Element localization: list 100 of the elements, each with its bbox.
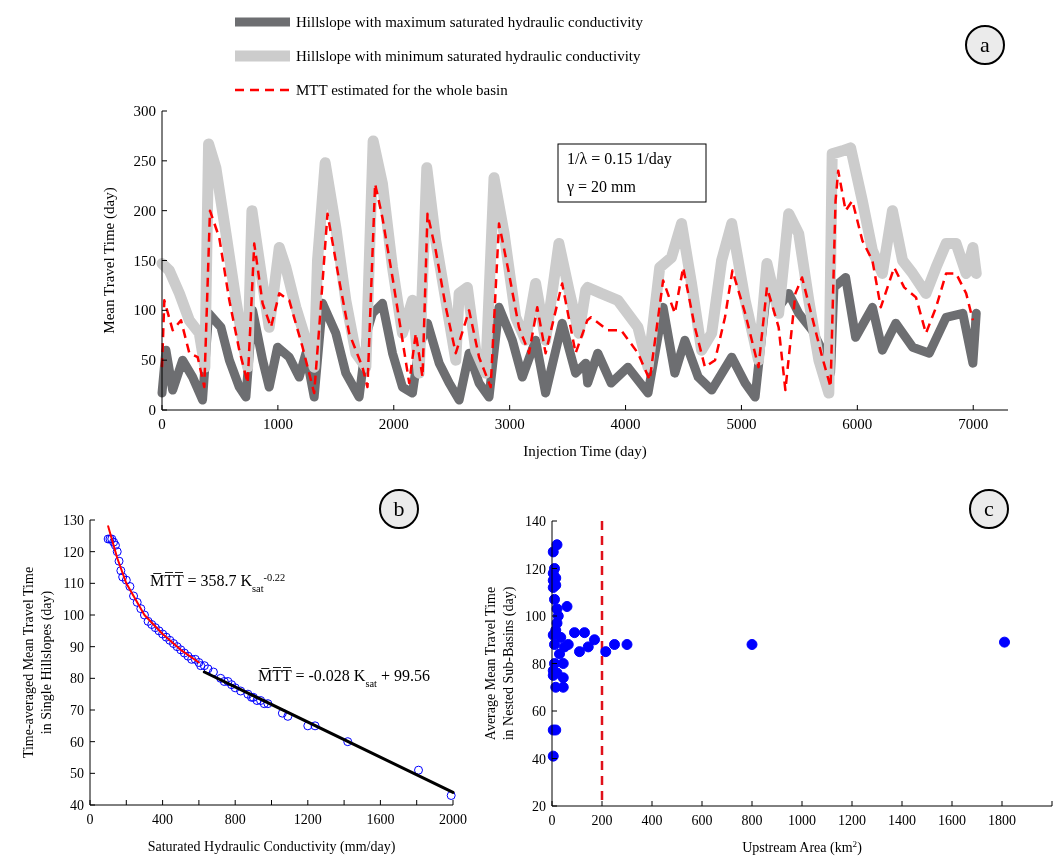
x-tick-label: 0	[86, 812, 94, 827]
y-tick-label: 120	[525, 561, 546, 577]
point	[263, 699, 273, 709]
y-tick-label: 130	[63, 513, 84, 528]
point	[112, 547, 122, 557]
y-tick-label: 20	[532, 799, 546, 814]
y-tick-label: 100	[133, 302, 156, 319]
x-axis-title: Saturated Hydraulic Conductivity (mm/day)	[147, 839, 396, 855]
x-tick-label: 400	[152, 812, 174, 827]
point	[600, 646, 612, 658]
point	[168, 639, 178, 648]
y-tick-label: 100	[63, 608, 84, 623]
point	[621, 639, 633, 650]
legend-label: MTT estimated for the whole basin	[296, 82, 509, 98]
point	[574, 646, 585, 658]
y-tick-label: 200	[133, 202, 156, 219]
point	[569, 627, 580, 639]
point	[557, 672, 569, 684]
y-tick-label: 70	[70, 703, 84, 718]
point	[154, 626, 164, 636]
point	[203, 664, 213, 674]
x-axis-title: Injection Time (day)	[523, 443, 647, 460]
y-tick-label: 80	[70, 671, 84, 687]
y-tick-label: 50	[141, 352, 156, 369]
point	[554, 648, 565, 660]
point	[139, 610, 149, 620]
y-tick-label: 40	[70, 798, 84, 813]
point	[999, 636, 1010, 648]
point	[555, 631, 567, 643]
y-tick-label: 150	[133, 252, 156, 269]
x-tick-label: 800	[224, 812, 246, 827]
x-tick-label: 1200	[293, 812, 322, 827]
point	[114, 556, 124, 566]
line-series	[160, 169, 975, 395]
x-tick-label: 2000	[378, 416, 409, 432]
annotation: γ = 20 mm	[566, 178, 637, 196]
y-tick-label: 40	[532, 751, 546, 767]
annotation: 1/λ = 0.15 1/day	[567, 150, 672, 168]
point	[446, 791, 456, 800]
x-tick-label: 0	[158, 416, 166, 432]
point	[310, 721, 320, 731]
legend-label: Hillslope with maximum saturated hydraulic conductivity	[296, 14, 644, 30]
y-tick-label: 140	[525, 514, 546, 529]
x-tick-label: 2000	[439, 812, 467, 827]
point	[219, 677, 229, 686]
point	[343, 737, 353, 747]
x-tick-label: 6000	[842, 416, 873, 432]
point	[562, 639, 574, 650]
y-tick-label: 250	[133, 152, 156, 169]
x-tick-label: 7000	[958, 416, 989, 432]
y-axis-title: Mean Travel Time (day)	[101, 187, 118, 334]
point	[172, 642, 182, 652]
point	[579, 627, 590, 639]
y-tick-label: 100	[525, 609, 546, 624]
x-tick-label: 4000	[610, 416, 641, 432]
x-tick-label: 1800	[988, 813, 1016, 828]
y-tick-label: 0	[148, 402, 156, 418]
point	[150, 623, 160, 633]
y-tick-label: 80	[532, 656, 546, 672]
x-tick-label: 1000	[788, 813, 816, 828]
y-tick-label: 300	[133, 103, 156, 119]
point	[223, 677, 233, 686]
x-tick-label: 1400	[888, 813, 916, 828]
point	[125, 582, 135, 591]
x-tick-label: 400	[641, 813, 663, 828]
x-axis-title: Upstream Area (km$^{2}$)	[742, 839, 863, 856]
text: a	[980, 32, 991, 57]
point	[194, 658, 204, 667]
y-tick-label: 120	[63, 544, 84, 560]
y-axis-title: Average Mean Travel Time in Nested Sub-Basins (day)	[483, 586, 517, 741]
x-tick-label: 3000	[494, 416, 525, 432]
point	[589, 634, 600, 646]
legend-label: Hillslope with minimum saturated hydraulic conductivity	[296, 48, 642, 64]
x-tick-label: 1200	[838, 813, 866, 828]
y-tick-label: 110	[63, 576, 84, 592]
y-tick-label: 50	[70, 766, 84, 782]
x-tick-label: 800	[741, 813, 763, 828]
y-tick-label: 60	[70, 734, 84, 750]
x-tick-label: 600	[691, 813, 713, 828]
point	[116, 566, 126, 576]
x-tick-label: 1000	[262, 416, 293, 432]
point	[136, 604, 146, 614]
point	[183, 651, 193, 661]
point	[609, 639, 620, 650]
x-tick-label: 200	[591, 813, 613, 828]
point	[165, 635, 175, 645]
point	[256, 696, 266, 705]
y-axis-title: Time-averaged Mean Travel Time in Single Hillslopes (day)	[21, 566, 55, 759]
point	[143, 616, 153, 626]
x-tick-label: 1600	[938, 813, 966, 828]
point	[129, 591, 139, 601]
point	[216, 673, 226, 683]
point	[132, 597, 142, 607]
y-tick-label: 60	[532, 704, 546, 719]
point	[746, 639, 758, 650]
point	[582, 641, 594, 653]
y-tick-label: 90	[70, 639, 84, 655]
x-tick-label: 5000	[726, 416, 757, 432]
point	[414, 765, 424, 775]
point	[561, 601, 573, 612]
